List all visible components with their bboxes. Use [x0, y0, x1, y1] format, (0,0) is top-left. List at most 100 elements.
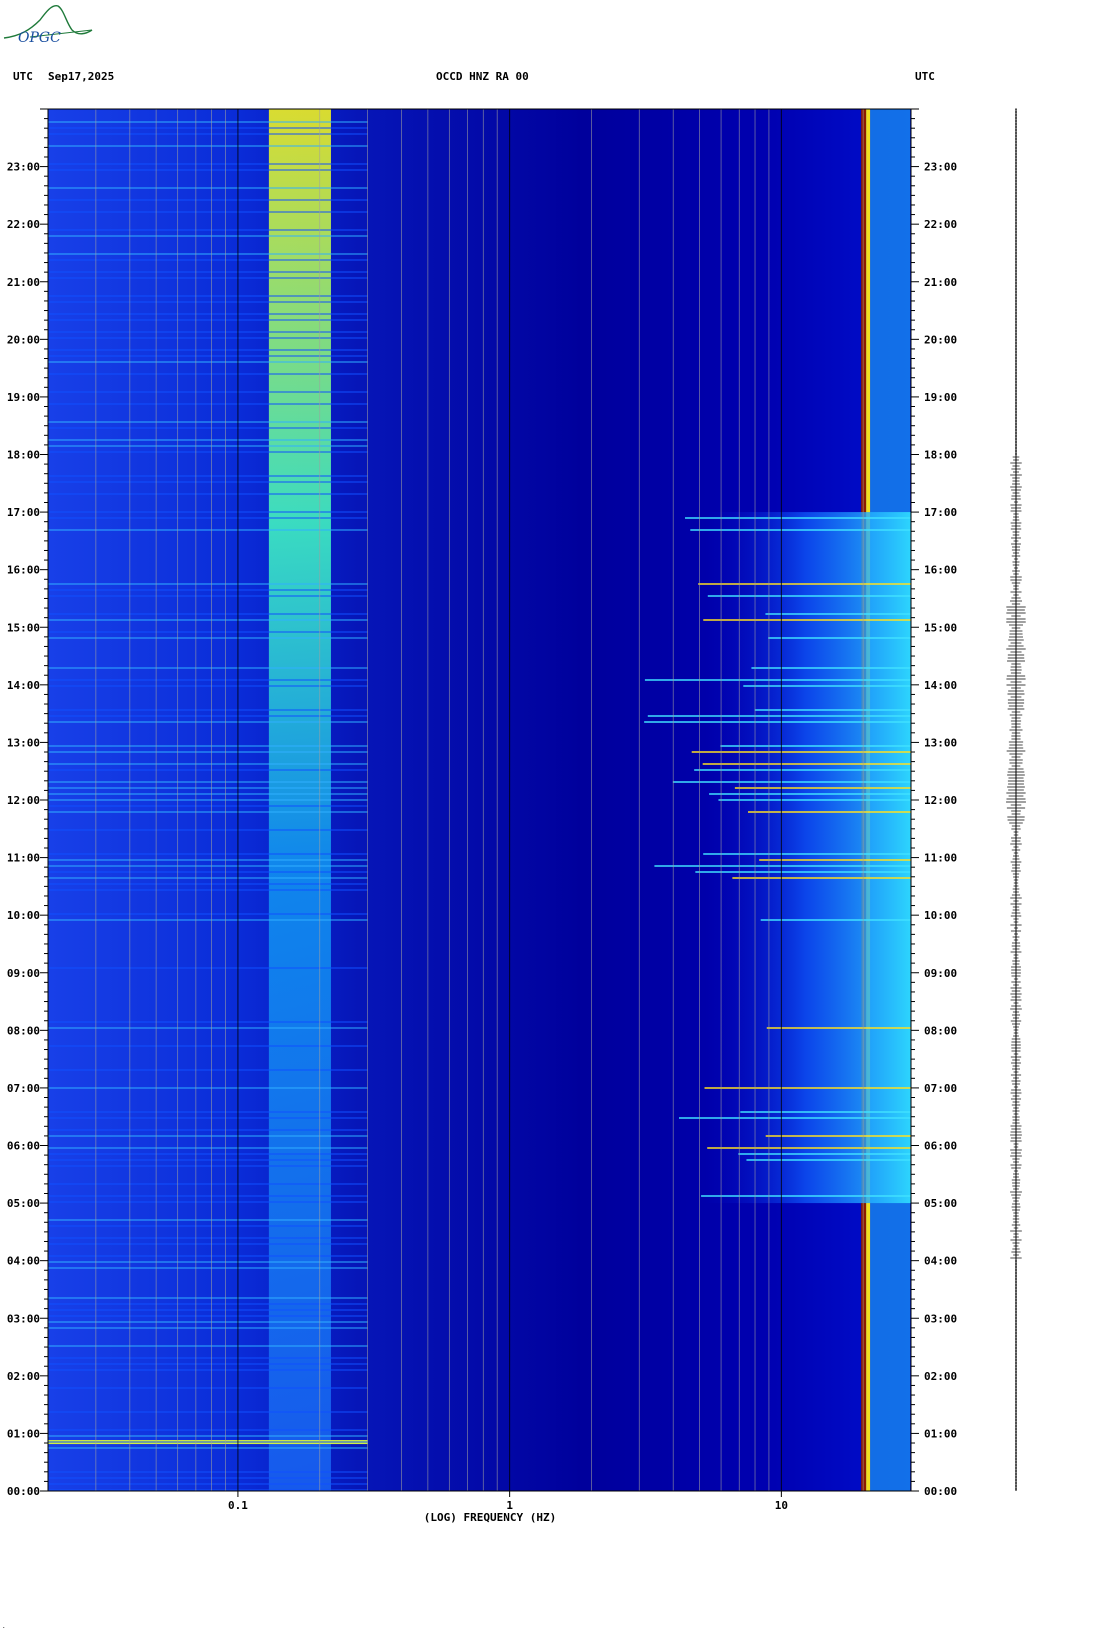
- y-tick-label: 10:00: [7, 909, 40, 922]
- y-tick-label: 16:00: [7, 564, 40, 577]
- time-row-noise: [707, 595, 911, 597]
- time-row-noise: [738, 1153, 911, 1155]
- y-tick-label: 21:00: [7, 276, 40, 289]
- time-row-noise: [746, 1159, 911, 1161]
- time-row: [48, 1147, 368, 1149]
- time-row: [48, 1117, 368, 1119]
- time-row: [48, 529, 368, 531]
- time-row-noise: [702, 763, 911, 765]
- time-row: [48, 1129, 368, 1131]
- time-row: [48, 799, 368, 801]
- time-row: [48, 715, 368, 717]
- y-tick-label: 03:00: [924, 1312, 957, 1325]
- y-tick-label: 12:00: [924, 794, 957, 807]
- time-row-noise: [698, 583, 911, 585]
- time-row-noise: [759, 859, 911, 861]
- time-row-noise: [754, 709, 911, 711]
- time-row: [48, 133, 368, 135]
- time-row-noise: [644, 679, 911, 681]
- time-row: [48, 1159, 368, 1161]
- time-row: [48, 1315, 368, 1317]
- frequency-gridlines: [47, 109, 912, 1491]
- x-axis-ticks: 0.1 1 10: [228, 1491, 788, 1512]
- time-row: [48, 679, 368, 681]
- time-row: [48, 1261, 368, 1263]
- time-row-noise: [654, 865, 911, 867]
- header-date: Sep17,2025: [48, 70, 115, 83]
- y-tick-label: 09:00: [7, 967, 40, 980]
- time-row: [48, 337, 368, 339]
- y-tick-label: 09:00: [924, 967, 957, 980]
- time-row: [48, 583, 368, 585]
- time-row: [48, 1489, 368, 1491]
- time-row: [48, 1267, 368, 1269]
- y-tick-label: 08:00: [7, 1024, 40, 1037]
- y-tick-label: 16:00: [924, 564, 957, 577]
- time-row: [48, 1447, 368, 1449]
- time-row: [48, 1165, 368, 1167]
- time-row: [48, 631, 368, 633]
- time-row-noise: [740, 1111, 911, 1113]
- time-row: [48, 1303, 368, 1305]
- time-row: [48, 613, 368, 615]
- time-row: [48, 865, 368, 867]
- time-row: [48, 793, 368, 795]
- y-tick-label: 20:00: [924, 333, 957, 346]
- time-row: [48, 1441, 368, 1443]
- time-row-noise: [644, 721, 911, 723]
- time-row-noise: [701, 1195, 911, 1197]
- time-row: [48, 121, 368, 123]
- feature-cultural-noise: [699, 512, 911, 1204]
- y-tick-label: 14:00: [924, 679, 957, 692]
- y-tick-label: 05:00: [924, 1197, 957, 1210]
- time-row: [48, 1477, 368, 1479]
- time-row: [48, 259, 368, 261]
- time-row-noise: [718, 799, 911, 801]
- y-axis-ticks: 00:00 00:00 01:00 01:00 02:00 02:00 03:00 03:00…: [7, 108, 957, 1498]
- time-row: [48, 769, 368, 771]
- time-row: [48, 1387, 368, 1389]
- y-tick-label: 08:00: [924, 1024, 957, 1037]
- y-tick-label: 05:00: [7, 1197, 40, 1210]
- time-row-noise: [695, 871, 911, 873]
- time-row: [48, 763, 368, 765]
- time-row-noise: [748, 811, 911, 813]
- time-row: [48, 1255, 368, 1257]
- y-tick-label: 17:00: [7, 506, 40, 519]
- time-row-noise: [679, 1117, 911, 1119]
- time-row-noise: [703, 853, 911, 855]
- time-row: [48, 511, 368, 513]
- time-row: [48, 1363, 368, 1365]
- time-row-noise: [768, 637, 911, 639]
- time-row: [48, 475, 368, 477]
- y-tick-label: 02:00: [7, 1370, 40, 1383]
- y-tick-label: 19:00: [7, 391, 40, 404]
- time-row: [48, 637, 368, 639]
- time-row: [48, 589, 368, 591]
- y-tick-label: 06:00: [7, 1140, 40, 1153]
- time-rows: [48, 121, 911, 1491]
- seismogram-trace: [1006, 108, 1026, 1491]
- time-row: [48, 301, 368, 303]
- time-row: [48, 751, 368, 753]
- time-row: [48, 163, 368, 165]
- y-tick-label: 14:00: [7, 679, 40, 692]
- time-row: [48, 805, 368, 807]
- y-tick-label: 17:00: [924, 506, 957, 519]
- time-row: [48, 1135, 368, 1137]
- header-station: OCCD HNZ RA 00: [436, 70, 529, 83]
- time-row: [48, 145, 368, 147]
- time-row: [48, 883, 368, 885]
- time-row: [48, 745, 368, 747]
- time-row: [48, 1153, 368, 1155]
- time-row-noise: [647, 715, 911, 717]
- time-row-noise: [732, 877, 911, 879]
- y-tick-label: 18:00: [7, 449, 40, 462]
- time-row: [48, 427, 368, 429]
- time-row: [48, 1483, 368, 1485]
- y-tick-label: 07:00: [7, 1082, 40, 1095]
- y-tick-label: 02:00: [924, 1370, 957, 1383]
- time-row: [48, 1219, 368, 1221]
- y-tick-label: 13:00: [924, 736, 957, 749]
- y-tick-label: 11:00: [7, 852, 40, 865]
